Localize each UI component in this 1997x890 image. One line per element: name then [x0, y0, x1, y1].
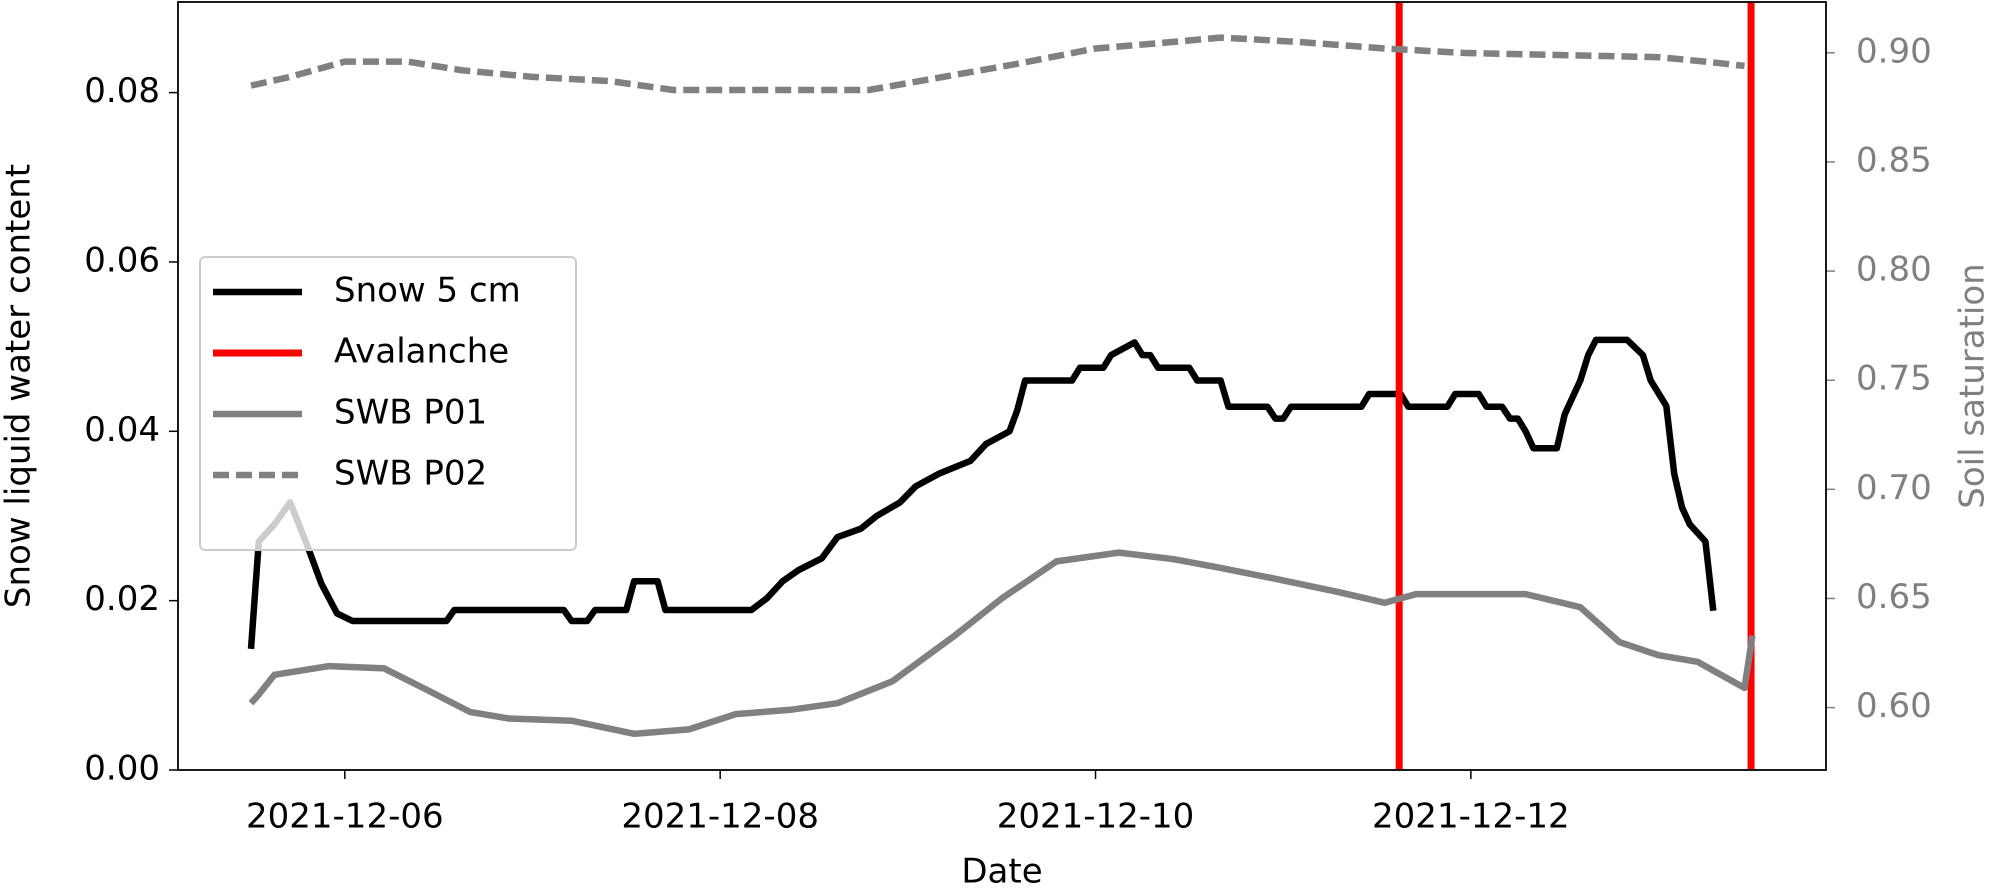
series-line — [250, 34, 1745, 94]
y-tick-label: 0.04 — [84, 410, 160, 450]
y-tick-label: 0.08 — [84, 71, 160, 111]
series-line — [248, 549, 1756, 738]
y2-tick-label: 0.90 — [1856, 31, 1932, 71]
legend-label: Avalanche — [334, 332, 509, 372]
x-tick-label: 2021-12-08 — [621, 797, 819, 837]
y2-tick-label: 0.70 — [1856, 468, 1932, 508]
y2-tick-label: 0.85 — [1856, 140, 1932, 180]
y-tick-label: 0.00 — [84, 749, 160, 789]
legend-label: SWB P01 — [334, 393, 487, 433]
x-tick-label: 2021-12-12 — [1372, 797, 1570, 837]
x-axis-label: Date — [961, 852, 1042, 890]
plot-frame — [177, 1, 1827, 771]
y-tick-label: 0.06 — [84, 240, 160, 280]
x-tick-label: 2021-12-10 — [997, 797, 1195, 837]
y2-tick-label: 0.60 — [1856, 686, 1932, 726]
legend-label: SWB P02 — [334, 454, 487, 494]
legend-label: Snow 5 cm — [334, 271, 521, 311]
y-axis-label: Snow liquid water content — [0, 164, 39, 608]
y2-axis-label: Soil saturation — [1953, 263, 1993, 508]
y2-tick-label: 0.65 — [1856, 577, 1932, 617]
y2-tick-label: 0.80 — [1856, 250, 1932, 290]
x-tick-label: 2021-12-06 — [246, 797, 444, 837]
series-line — [247, 336, 1717, 650]
y-tick-label: 0.02 — [84, 579, 160, 619]
y2-tick-label: 0.75 — [1856, 359, 1932, 399]
